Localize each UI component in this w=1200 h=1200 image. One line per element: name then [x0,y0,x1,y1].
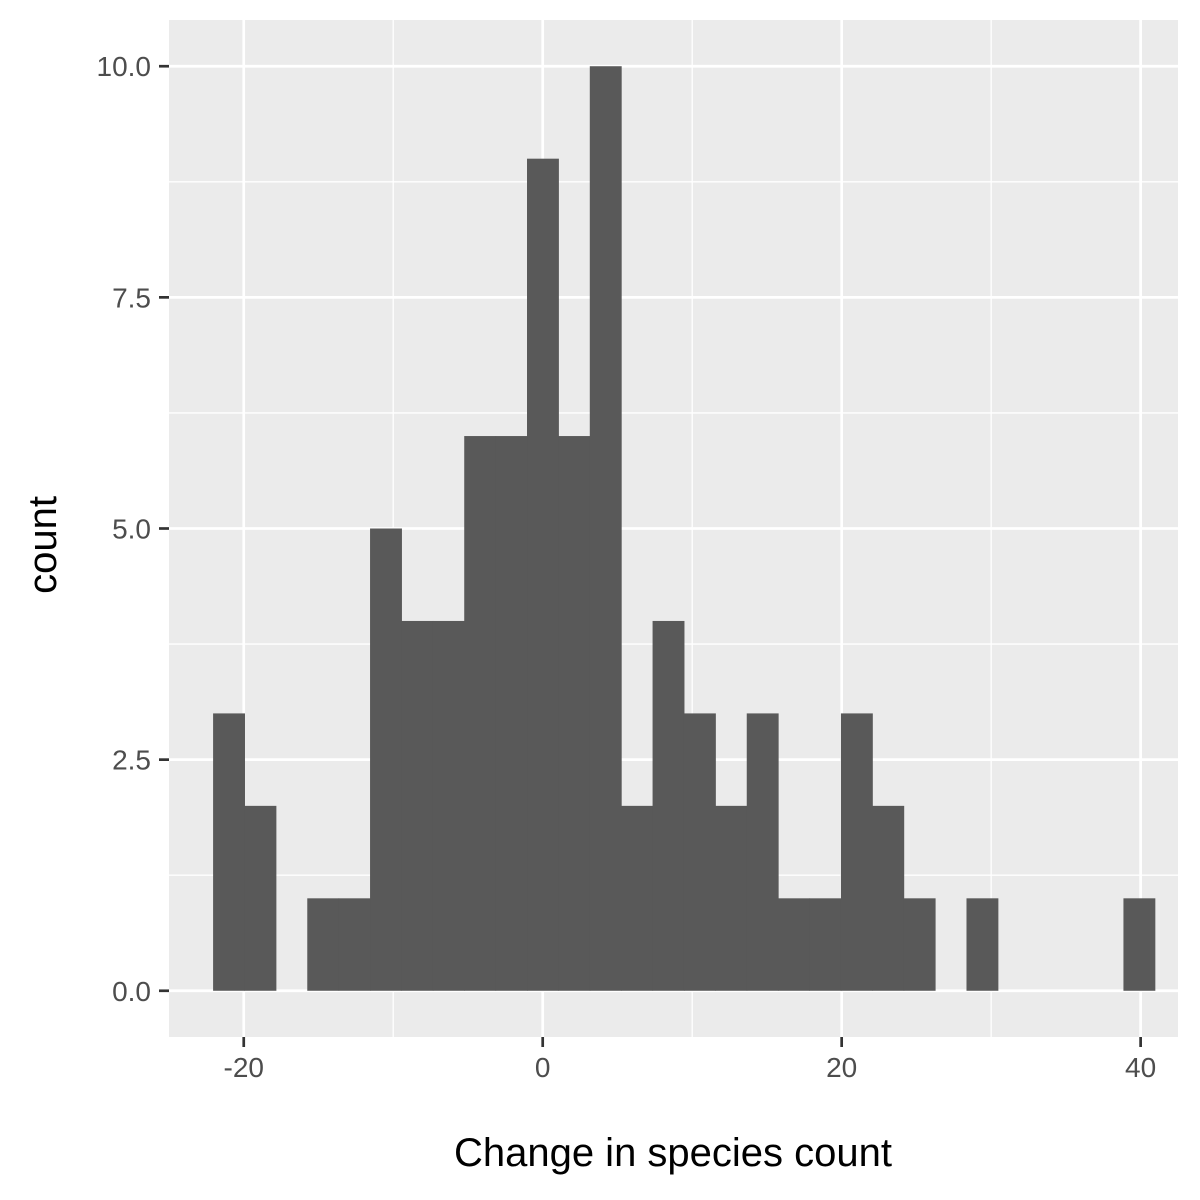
histogram-bar [464,436,497,991]
histogram-bar [872,805,905,991]
histogram-bar [338,898,371,991]
y-axis: 0.0 2.5 5.0 7.5 10.0 [97,51,169,1007]
histogram-bars [213,66,1156,991]
histogram-bar [840,713,873,991]
x-axis-title: Change in species count [454,1131,892,1175]
x-axis: -20 0 20 40 [224,1037,1156,1083]
y-tick-label: 10.0 [97,51,152,82]
y-tick-label: 2.5 [112,745,151,776]
histogram-bar [621,805,654,991]
histogram-bar [683,713,716,991]
histogram-bar [746,713,779,991]
histogram-bar [213,713,245,991]
x-tick-label: 40 [1125,1052,1156,1083]
histogram-bar [778,898,811,991]
histogram-bar [527,158,559,991]
histogram-bar [558,436,591,991]
y-tick-label: 0.0 [112,976,151,1007]
x-tick-label: -20 [224,1052,264,1083]
histogram-bar [370,528,402,991]
x-tick-label: 20 [826,1052,857,1083]
histogram-bar [809,898,842,991]
histogram-bar [244,805,277,991]
y-axis-title: count [21,496,65,594]
histogram-bar [652,620,685,991]
histogram-bar [966,898,999,991]
histogram-bar [589,66,622,991]
histogram-bar [432,620,465,991]
histogram-bar [401,620,434,991]
histogram-bar [307,898,340,991]
y-tick-label: 5.0 [112,514,151,545]
histogram-bar [495,436,528,991]
histogram-bar [903,898,936,991]
histogram-bar [1123,898,1156,991]
x-tick-label: 0 [535,1052,551,1083]
histogram-bar [715,805,748,991]
y-tick-label: 7.5 [112,282,151,313]
